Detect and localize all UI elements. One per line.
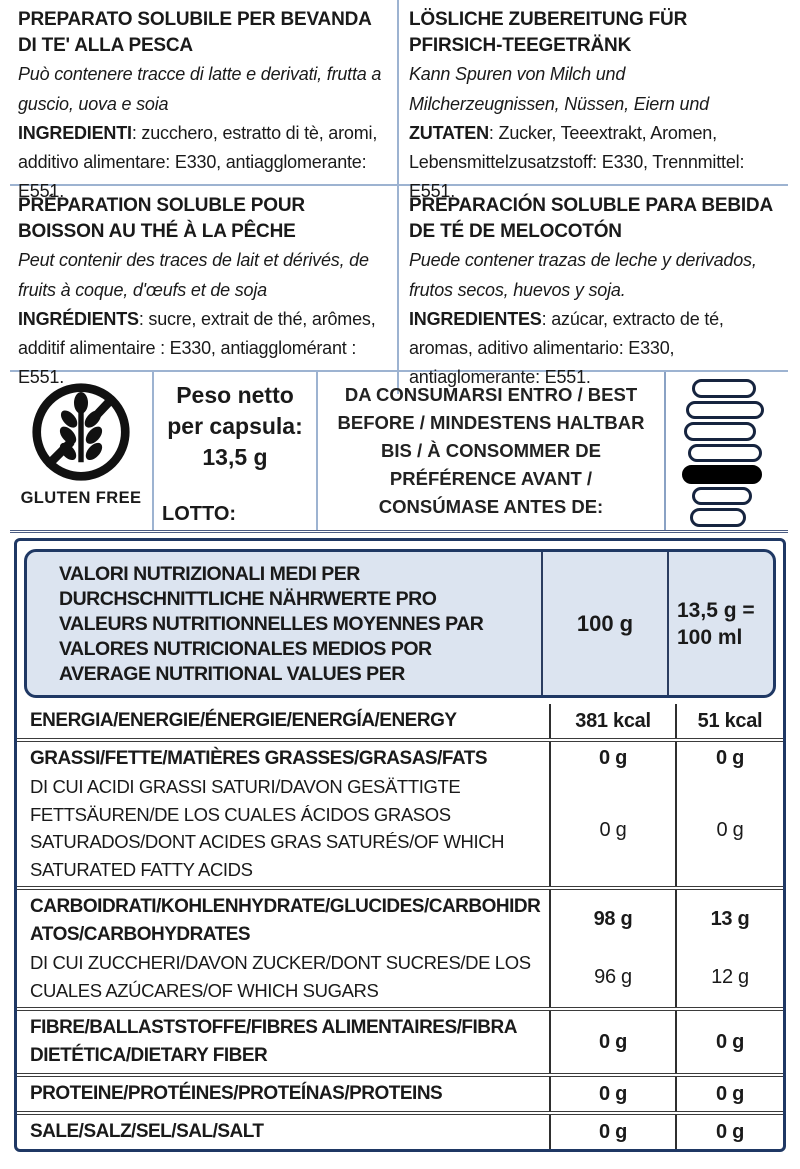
nutrition-table: VALORI NUTRIZIONALI MEDI PER DURCHSCHNIT…: [14, 538, 786, 1152]
block-french: PRÉPARATION SOLUBLE POUR BOISSON AU THÉ …: [10, 186, 397, 394]
carbohydrates-value-capsule: 13 g 12 g: [675, 890, 783, 1007]
proteins-value-100g: 0 g: [549, 1077, 675, 1111]
salt-value-100g: 0 g: [549, 1115, 675, 1149]
carbohydrates-label: CARBOIDRATI/KOHLENHYDRATE/GLUCIDES/CARBO…: [30, 896, 541, 945]
capsule-pill: [692, 379, 756, 398]
proteins-value-capsule: 0 g: [675, 1077, 783, 1111]
row-fats: GRASSI/FETTE/MATIÈRES GRASSES/GRASAS/FAT…: [17, 738, 783, 886]
capsule-pill: [692, 486, 752, 506]
ingredients-label-de: ZUTATEN: [409, 123, 489, 143]
net-weight-value: 13,5 g: [202, 444, 268, 470]
capsule-stack-icon: [666, 372, 788, 530]
block-german: LÖSLICHE ZUBEREITUNG FÜR PFIRSICH-TEEGET…: [397, 0, 788, 208]
ingredients-es: INGREDIENTES: azúcar, extracto de té, ar…: [409, 305, 778, 392]
ingredients-label-fr: INGRÉDIENTS: [18, 309, 139, 329]
capsule-pill: [686, 400, 764, 420]
salt-label: SALE/SALZ/SEL/SAL/SALT: [30, 1121, 264, 1142]
ingredients-section: PREPARATO SOLUBILE PER BEVANDA DI TE' AL…: [10, 0, 788, 394]
nutrition-body: ENERGIA/ENERGIE/ÉNERGIE/ENERGÍA/ENERGY 3…: [17, 704, 783, 1149]
capsule-pill: [688, 443, 762, 463]
saturated-fats-label: DI CUI ACIDI GRASSI SATURI/DAVON GESÄTTI…: [30, 776, 505, 880]
net-weight-block: Peso netto per capsula: 13,5 g LOTTO:: [152, 372, 318, 530]
ingredients-it: INGREDIENTI: zucchero, estratto di tè, a…: [18, 119, 387, 206]
fiber-label: FIBRE/BALLASTSTOFFE/FIBRES ALIMENTAIRES/…: [30, 1017, 517, 1066]
ingredients-text-fr: : sucre, extrait de thé, arômes, additif…: [18, 309, 376, 387]
saturated-fats-value-100g: 0 g: [599, 818, 627, 841]
product-title-fr: PRÉPARATION SOLUBLE POUR BOISSON AU THÉ …: [18, 195, 305, 242]
column-header-capsule: 13,5 g = 100 ml: [667, 552, 773, 695]
lot-label: LOTTO:: [162, 503, 237, 525]
gluten-free-icon: [32, 383, 130, 481]
traces-de: Kann Spuren von Milch und Milcherzeugnis…: [409, 64, 709, 114]
traces-fr: Peut contenir des traces de lait et déri…: [18, 250, 369, 300]
ingredients-label-it: INGREDIENTI: [18, 123, 132, 143]
carbohydrates-value-100g: 98 g 96 g: [549, 890, 675, 1007]
header-line-de: DURCHSCHNITTLICHE NÄHRWERTE PRO: [59, 588, 437, 610]
header-line-fr: VALEURS NUTRITIONNELLES MOYENNES PAR: [59, 613, 484, 635]
capsule-pill: [684, 422, 756, 441]
nutrition-header-wrap: VALORI NUTRIZIONALI MEDI PER DURCHSCHNIT…: [17, 541, 783, 704]
sugars-value-capsule: 12 g: [711, 966, 749, 988]
row-carbohydrates-label: CARBOIDRATI/KOHLENHYDRATE/GLUCIDES/CARBO…: [17, 890, 549, 1007]
row-salt: SALE/SALZ/SEL/SAL/SALT 0 g 0 g: [17, 1111, 783, 1149]
header-line-es: VALORES NUTRICIONALES MEDIOS POR: [59, 638, 432, 660]
saturated-fats-value-capsule: 0 g: [716, 818, 744, 841]
row-salt-label: SALE/SALZ/SEL/SAL/SALT: [17, 1115, 549, 1149]
row-energy-label: ENERGIA/ENERGIE/ÉNERGIE/ENERGÍA/ENERGY: [17, 704, 549, 738]
block-italian: PREPARATO SOLUBILE PER BEVANDA DI TE' AL…: [10, 0, 397, 208]
ingredients-label-es: INGREDIENTES: [409, 309, 542, 329]
fiber-value-100g: 0 g: [549, 1011, 675, 1073]
row-carbohydrates: CARBOIDRATI/KOHLENHYDRATE/GLUCIDES/CARBO…: [17, 886, 783, 1007]
nutrition-header: VALORI NUTRIZIONALI MEDI PER DURCHSCHNIT…: [24, 549, 776, 698]
ingredients-fr: INGRÉDIENTS: sucre, extrait de thé, arôm…: [18, 305, 387, 392]
fats-value-100g: 0 g 0 g: [549, 742, 675, 886]
ingredients-de: ZUTATEN: Zucker, Teeextrakt, Aromen, Leb…: [409, 119, 778, 206]
row-fiber: FIBRE/BALLASTSTOFFE/FIBRES ALIMENTAIRES/…: [17, 1007, 783, 1073]
best-before-text: DA CONSUMARSI ENTRO / BEST BEFORE / MIND…: [318, 372, 666, 530]
ingredients-text-it: : zucchero, estratto di tè, aromi, addit…: [18, 123, 378, 201]
energy-label: ENERGIA/ENERGIE/ÉNERGIE/ENERGÍA/ENERGY: [30, 710, 457, 731]
info-band: GLUTEN FREE Peso netto per capsula: 13,5…: [10, 372, 788, 533]
salt-value-capsule: 0 g: [675, 1115, 783, 1149]
lang-row-it-de: PREPARATO SOLUBILE PER BEVANDA DI TE' AL…: [10, 0, 788, 208]
row-fats-label: GRASSI/FETTE/MATIÈRES GRASSES/GRASAS/FAT…: [17, 742, 549, 886]
traces-it: Può contenere tracce di latte e derivati…: [18, 64, 382, 114]
proteins-label: PROTEINE/PROTÉINES/PROTEÍNAS/PROTEINS: [30, 1083, 443, 1104]
net-weight-line2: per capsula:: [167, 413, 303, 439]
traces-es: Puede contener trazas de leche y derivad…: [409, 250, 757, 300]
fiber-value-capsule: 0 g: [675, 1011, 783, 1073]
sugars-label: DI CUI ZUCCHERI/DAVON ZUCKER/DONT SUCRES…: [30, 952, 531, 1001]
capsule-pill-filled: [682, 465, 762, 484]
row-energy: ENERGIA/ENERGIE/ÉNERGIE/ENERGÍA/ENERGY 3…: [17, 704, 783, 738]
nutrition-header-title: VALORI NUTRIZIONALI MEDI PER DURCHSCHNIT…: [27, 552, 541, 695]
column-header-100g: 100 g: [541, 552, 667, 695]
energy-value-100g: 381 kcal: [549, 704, 675, 738]
energy-value-capsule: 51 kcal: [675, 704, 783, 738]
fats-label: GRASSI/FETTE/MATIÈRES GRASSES/GRASAS/FAT…: [30, 748, 488, 769]
gluten-free-block: GLUTEN FREE: [10, 372, 152, 530]
net-weight-line1: Peso netto: [176, 382, 294, 408]
product-title-it: PREPARATO SOLUBILE PER BEVANDA DI TE' AL…: [18, 9, 371, 56]
product-title-es: PREPARACIÓN SOLUBLE PARA BEBIDA DE TÉ DE…: [409, 195, 773, 242]
row-proteins: PROTEINE/PROTÉINES/PROTEÍNAS/PROTEINS 0 …: [17, 1073, 783, 1111]
capsule-pill: [690, 508, 746, 528]
sugars-value-100g: 96 g: [594, 966, 632, 988]
row-fiber-label: FIBRE/BALLASTSTOFFE/FIBRES ALIMENTAIRES/…: [17, 1011, 549, 1073]
fats-value-capsule: 0 g 0 g: [675, 742, 783, 886]
gluten-free-label: GLUTEN FREE: [20, 489, 142, 507]
lang-row-fr-es: PRÉPARATION SOLUBLE POUR BOISSON AU THÉ …: [10, 186, 788, 394]
ingredients-text-de: : Zucker, Teeextrakt, Aromen, Lebensmitt…: [409, 123, 745, 201]
header-line-en: AVERAGE NUTRITIONAL VALUES PER: [59, 663, 405, 685]
ingredients-text-es: : azúcar, extracto de té, aromas, aditiv…: [409, 309, 724, 387]
block-spanish: PREPARACIÓN SOLUBLE PARA BEBIDA DE TÉ DE…: [397, 186, 788, 394]
product-title-de: LÖSLICHE ZUBEREITUNG FÜR PFIRSICH-TEEGET…: [409, 9, 688, 56]
header-line-it: VALORI NUTRIZIONALI MEDI PER: [59, 563, 360, 585]
row-proteins-label: PROTEINE/PROTÉINES/PROTEÍNAS/PROTEINS: [17, 1077, 549, 1111]
